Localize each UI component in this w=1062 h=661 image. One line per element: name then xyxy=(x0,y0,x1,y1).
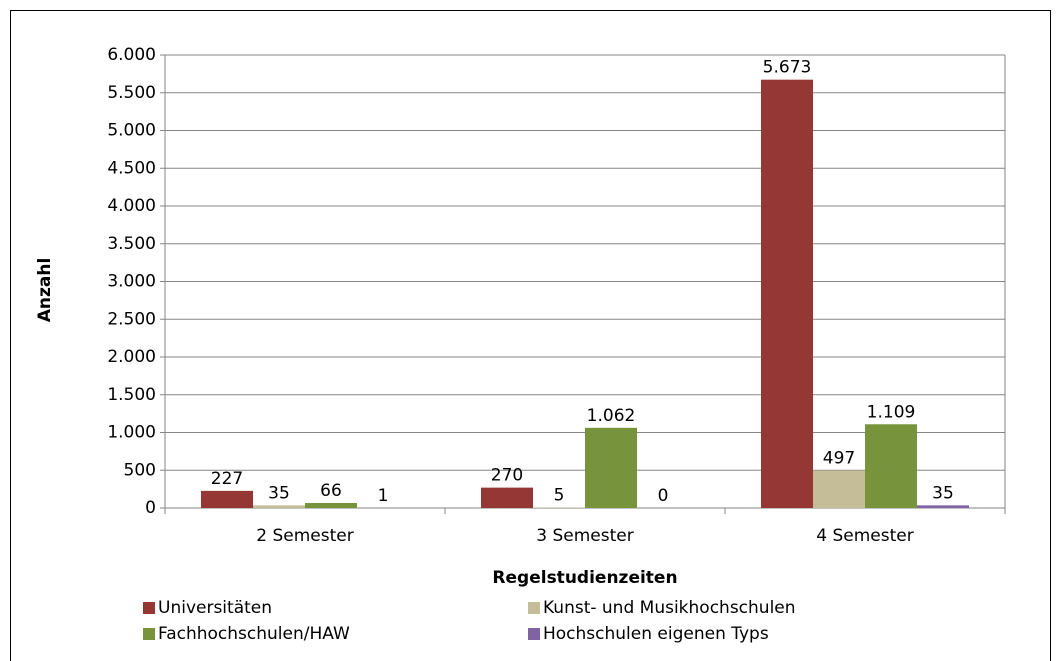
legend-label: Universitäten xyxy=(158,598,272,618)
legend-label: Fachhochschulen/HAW xyxy=(158,624,350,644)
data-label: 227 xyxy=(211,469,243,489)
y-tick-label: 5.000 xyxy=(107,121,156,141)
y-tick-label: 4.500 xyxy=(107,158,156,178)
y-tick-label: 6.000 xyxy=(107,45,156,65)
bar xyxy=(253,505,305,508)
data-label: 35 xyxy=(932,483,954,503)
y-tick-label: 5.500 xyxy=(107,83,156,103)
x-axis-title: Regelstudienzeiten xyxy=(492,568,677,588)
x-tick-label: 4 Semester xyxy=(816,526,913,546)
y-tick-label: 1.500 xyxy=(107,385,156,405)
data-label: 0 xyxy=(658,486,669,506)
bar xyxy=(865,424,917,508)
legend-swatch xyxy=(528,602,540,614)
data-label: 5.673 xyxy=(763,58,812,78)
y-tick-label: 2.500 xyxy=(107,309,156,329)
data-label: 5 xyxy=(554,486,565,506)
data-label: 270 xyxy=(491,466,523,486)
bar xyxy=(917,505,969,508)
data-label: 1.109 xyxy=(867,402,916,422)
data-label: 66 xyxy=(320,481,342,501)
legend-swatch xyxy=(143,628,155,640)
y-axis-title: Anzahl xyxy=(35,258,55,323)
legend-swatch xyxy=(528,628,540,640)
bar xyxy=(813,470,865,508)
y-tick-label: 500 xyxy=(124,460,156,480)
data-label: 497 xyxy=(823,448,855,468)
y-tick-label: 1.000 xyxy=(107,423,156,443)
legend-swatch xyxy=(143,602,155,614)
data-label: 1.062 xyxy=(587,406,636,426)
legend-label: Kunst- und Musikhochschulen xyxy=(543,598,796,618)
y-tick-label: 2.000 xyxy=(107,347,156,367)
x-tick-label: 3 Semester xyxy=(536,526,633,546)
data-label: 35 xyxy=(268,483,290,503)
bar xyxy=(761,79,813,508)
y-tick-label: 3.500 xyxy=(107,234,156,254)
bar xyxy=(585,427,637,508)
data-label: 1 xyxy=(378,486,389,506)
bar xyxy=(481,487,533,508)
x-tick-label: 2 Semester xyxy=(256,526,353,546)
chart-frame xyxy=(10,10,1051,661)
bar xyxy=(305,503,357,508)
bar xyxy=(201,490,253,508)
y-tick-label: 3.000 xyxy=(107,272,156,292)
y-tick-label: 0 xyxy=(145,498,156,518)
y-tick-label: 4.000 xyxy=(107,196,156,216)
legend-label: Hochschulen eigenen Typs xyxy=(543,624,769,644)
